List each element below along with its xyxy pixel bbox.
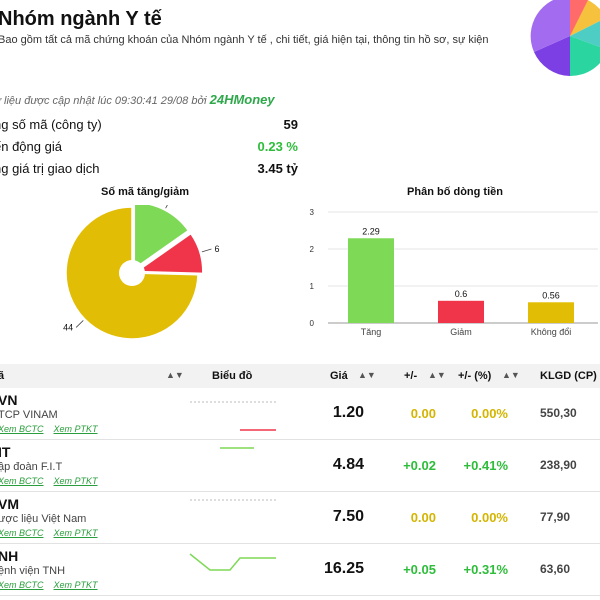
pie-label-leader <box>165 205 168 209</box>
stat-label: ng giá trị giao dịch <box>0 161 100 176</box>
stock-price: 1.20 <box>332 404 364 421</box>
bar-data-label: 0.56 <box>542 290 560 300</box>
col-header-symbol[interactable]: ã <box>0 370 5 382</box>
sector-logo-icon <box>530 0 600 77</box>
table-header: ã ▲▼ Biểu đồ Giá ▲▼ +/- ▲▼ +/- (%) ▲▼ KL… <box>0 364 600 388</box>
update-text: ữ liệu được cập nhật lúc 09:30:41 29/08 … <box>0 95 207 107</box>
price-change: 0.00 <box>410 406 436 421</box>
view-ptkt-link[interactable]: Xem PTKT <box>53 424 98 434</box>
pie-center-hole <box>119 260 145 286</box>
col-header-price[interactable]: Giá <box>330 370 348 382</box>
sort-icon[interactable]: ▲▼ <box>428 370 446 380</box>
stock-price: 16.25 <box>323 560 364 577</box>
sparkline-chart <box>190 401 276 431</box>
bar-data-label: 2.29 <box>362 226 380 236</box>
pie-slice <box>133 205 190 271</box>
pie-label-leader <box>201 248 212 253</box>
stock-symbol[interactable]: IT <box>0 444 11 460</box>
stock-symbol[interactable]: NH <box>0 548 19 564</box>
source-brand-link[interactable]: 24HMoney <box>209 92 275 107</box>
advance-decline-pie-chart: 9644 <box>63 205 219 340</box>
trade-volume: 238,90 <box>540 458 577 472</box>
table-row[interactable]: VM ược liệu Việt Nam Xem BCTC Xem PTKT 7.… <box>0 492 600 544</box>
price-change-pct: +0.41% <box>463 458 508 473</box>
trade-volume: 77,90 <box>540 510 571 524</box>
sort-icon[interactable]: ▲▼ <box>502 370 520 380</box>
trade-volume: 63,60 <box>540 562 571 576</box>
stat-price-change: ến động giá 0.23 % <box>0 139 298 159</box>
y-tick-label: 3 <box>310 208 315 217</box>
stat-label: ng số mã (công ty) <box>0 117 102 132</box>
view-ptkt-link[interactable]: Xem PTKT <box>53 476 98 486</box>
y-tick-label: 1 <box>310 282 315 291</box>
col-header-chart: Biểu đồ <box>212 370 253 382</box>
update-info: ữ liệu được cập nhật lúc 09:30:41 29/08 … <box>0 92 275 107</box>
view-bctc-link[interactable]: Xem BCTC <box>0 424 44 434</box>
stock-price: 7.50 <box>332 508 364 525</box>
view-bctc-link[interactable]: Xem BCTC <box>0 528 44 538</box>
bar <box>528 302 574 323</box>
table-row[interactable]: NH ệnh viện TNH Xem BCTC Xem PTKT 16.25 +… <box>0 544 600 596</box>
x-tick-label: Giảm <box>450 327 472 337</box>
stock-symbol[interactable]: VN <box>0 392 18 408</box>
price-change: 0.00 <box>410 510 436 525</box>
price-change-pct: 0.00% <box>471 510 508 525</box>
bar-data-label: 0.6 <box>455 289 468 299</box>
bar <box>438 300 484 323</box>
bar-chart-title: Phân bố dòng tiền <box>407 186 503 198</box>
col-header-volume[interactable]: KLGD (CP) <box>540 370 597 382</box>
price-change: +0.05 <box>403 562 436 577</box>
pie-chart-title: Số mã tăng/giảm <box>100 186 190 198</box>
col-header-change[interactable]: +/- <box>404 370 418 382</box>
page-subtitle: Bao gồm tất cả mã chứng khoán của Nhóm n… <box>0 34 489 46</box>
table-row[interactable]: VN TCP VINAM Xem BCTC Xem PTKT 1.20 0.00 … <box>0 388 600 440</box>
sort-icon[interactable]: ▲▼ <box>166 370 184 380</box>
price-change-pct: 0.00% <box>471 406 508 421</box>
company-name: ập đoàn F.I.T <box>0 461 63 473</box>
view-ptkt-link[interactable]: Xem PTKT <box>53 528 98 538</box>
trade-volume: 550,30 <box>540 406 577 420</box>
money-flow-bar-chart: 0 1 2 3 2.29 Tăng 0.6 Giảm 0.56 Không đổi <box>310 208 598 337</box>
company-name: ược liệu Việt Nam <box>0 513 87 525</box>
company-name: ệnh viện TNH <box>0 565 66 577</box>
sort-icon[interactable]: ▲▼ <box>358 370 376 380</box>
pie-label-leader <box>75 320 84 328</box>
pie-slice <box>65 206 199 340</box>
stock-symbol[interactable]: VM <box>0 496 19 512</box>
price-change-pct: +0.31% <box>463 562 508 577</box>
x-tick-label: Tăng <box>361 327 382 337</box>
sparkline-chart <box>220 447 254 449</box>
pie-data-label: 6 <box>214 244 219 254</box>
table-row[interactable]: IT ập đoàn F.I.T Xem BCTC Xem PTKT 4.84 +… <box>0 440 600 492</box>
stat-value: 3.45 tỷ <box>257 161 298 176</box>
bar <box>348 238 394 323</box>
stat-value: 0.23 % <box>257 139 298 154</box>
stat-trade-value: ng giá trị giao dịch 3.45 tỷ <box>0 161 298 181</box>
pie-slice <box>134 232 204 275</box>
price-change: +0.02 <box>403 458 436 473</box>
company-name: TCP VINAM <box>0 409 58 421</box>
view-ptkt-link[interactable]: Xem PTKT <box>53 580 98 590</box>
pie-data-label: 44 <box>63 322 73 332</box>
stock-price: 4.84 <box>332 456 364 473</box>
sparkline-chart <box>190 499 276 501</box>
sparkline-chart <box>189 553 276 571</box>
x-tick-label: Không đổi <box>531 327 572 337</box>
stat-label: ến động giá <box>0 139 62 154</box>
page-title: Nhóm ngành Y tế <box>0 8 162 30</box>
y-tick-label: 2 <box>310 245 315 254</box>
col-header-pct[interactable]: +/- (%) <box>458 370 492 382</box>
view-bctc-link[interactable]: Xem BCTC <box>0 476 44 486</box>
stat-total-symbols: ng số mã (công ty) 59 <box>0 117 298 137</box>
stat-value: 59 <box>283 117 298 132</box>
view-bctc-link[interactable]: Xem BCTC <box>0 580 44 590</box>
y-tick-label: 0 <box>310 319 315 328</box>
